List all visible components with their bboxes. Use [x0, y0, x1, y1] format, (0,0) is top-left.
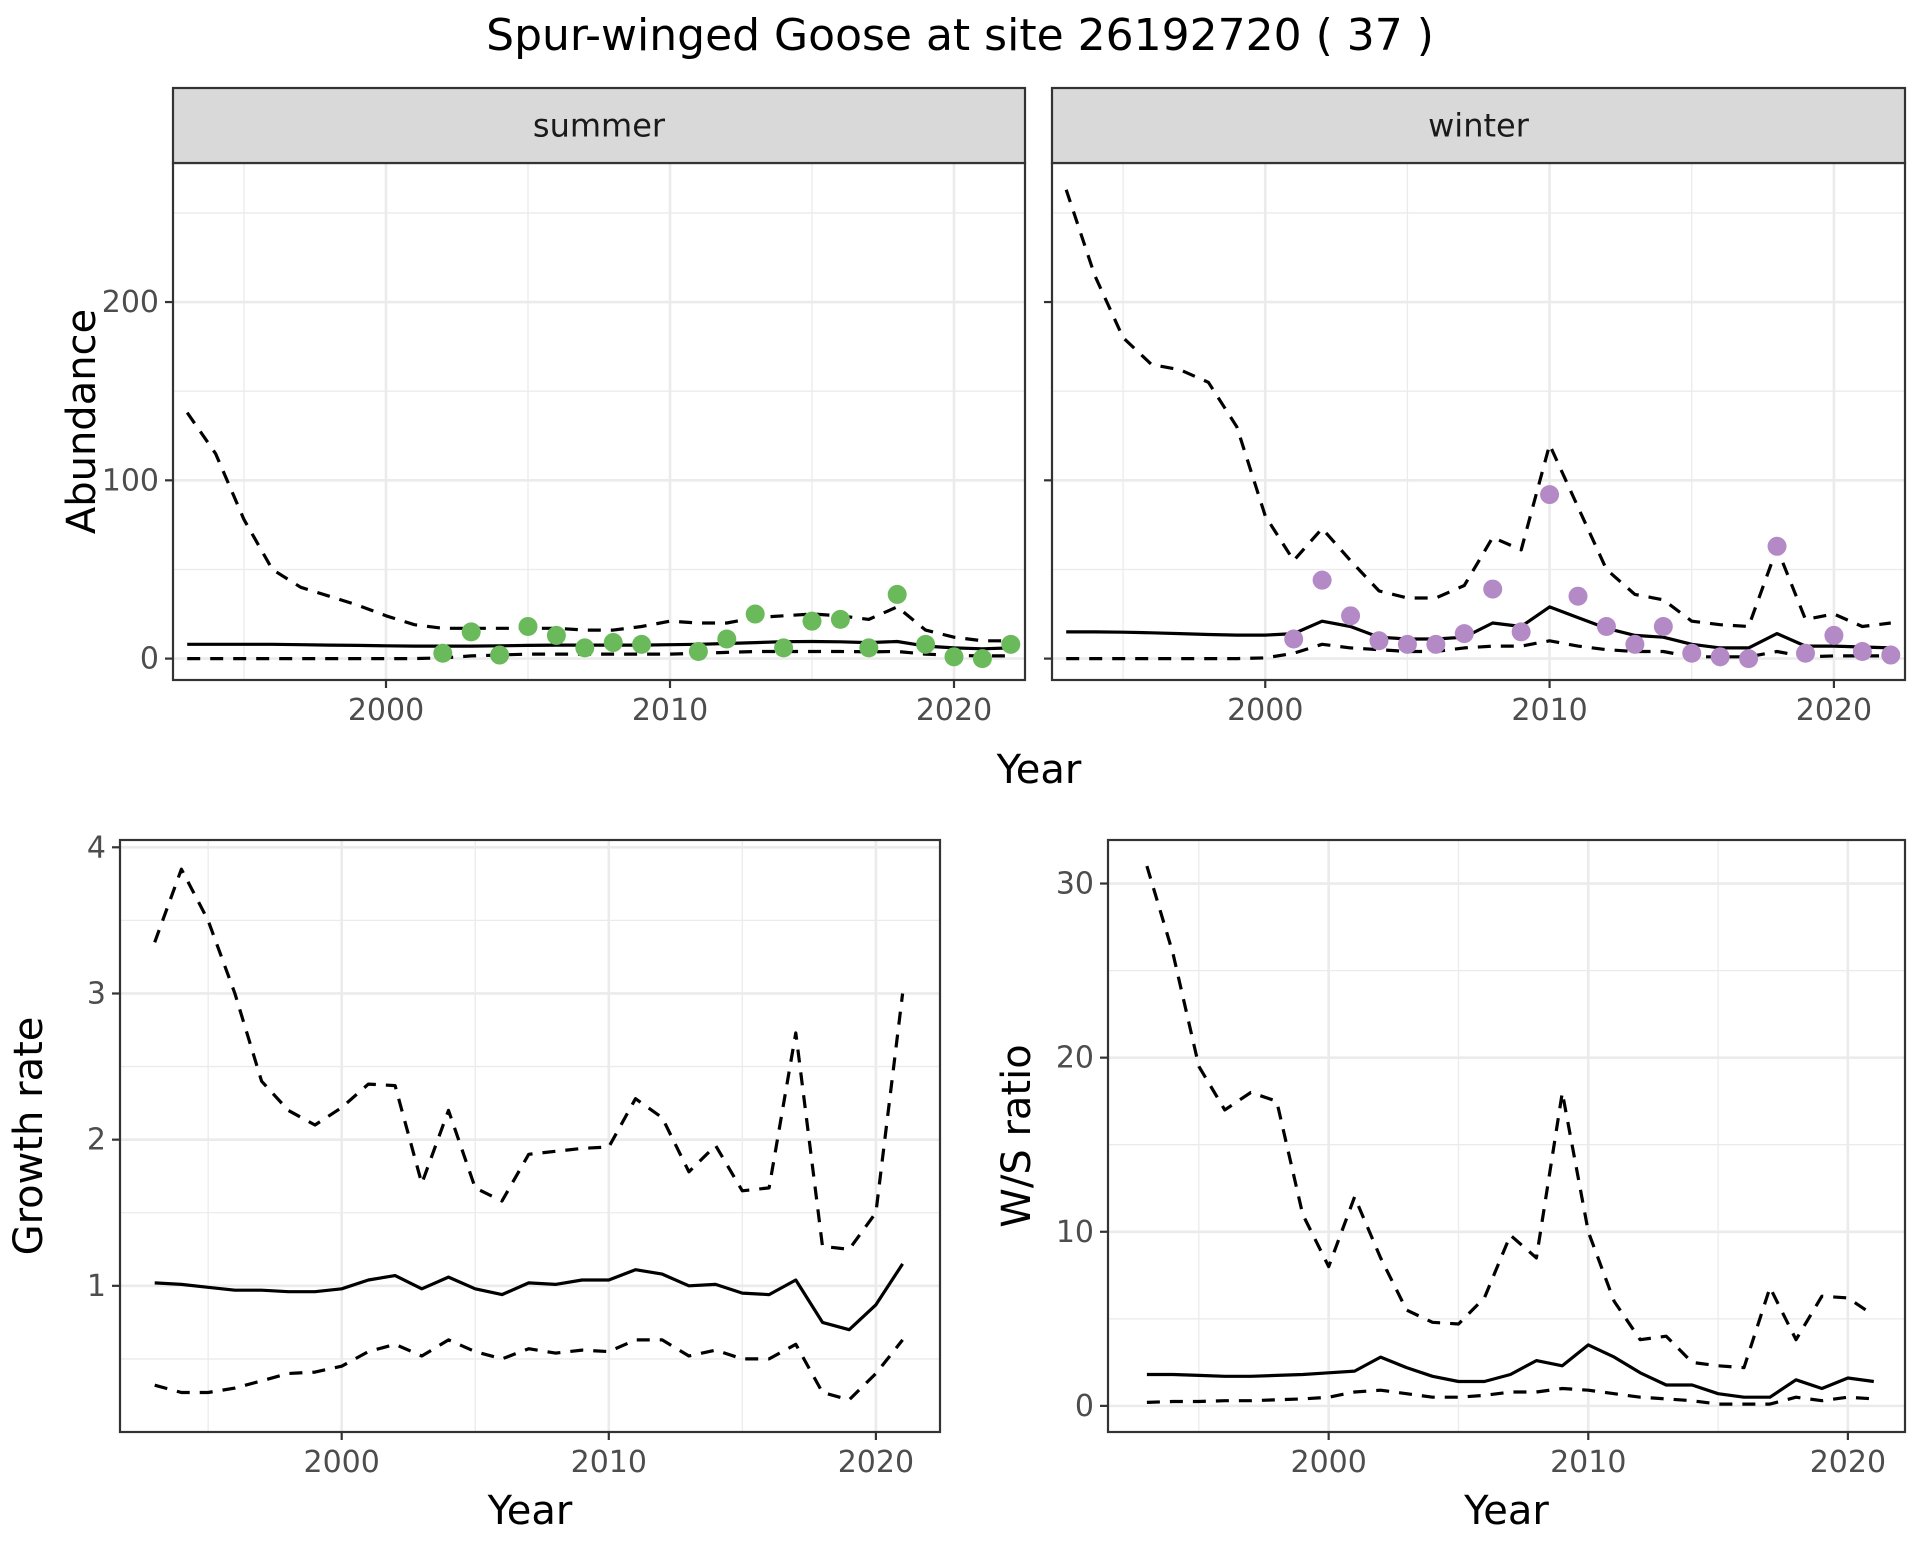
- data-point: [1568, 586, 1588, 606]
- data-point: [433, 643, 453, 663]
- x-tick-label: 2000: [1290, 1445, 1366, 1480]
- data-point: [830, 609, 850, 629]
- data-point: [688, 641, 708, 661]
- panel-winter: winter 2000 2010 2020: [1044, 86, 1907, 728]
- data-point: [1625, 634, 1645, 654]
- series-line-lower: [154, 1338, 904, 1402]
- series-line-upper: [185, 411, 1011, 643]
- series-line-upper: [153, 867, 905, 1251]
- panel-border: [1106, 838, 1907, 1434]
- strip-background: [1050, 86, 1907, 165]
- series-line-mean: [154, 1263, 904, 1332]
- strip-label: summer: [533, 107, 666, 145]
- x-tick-label: 2000: [304, 1445, 380, 1480]
- series-line-mean: [1066, 605, 1891, 650]
- x-tick-label: 2010: [1550, 1445, 1626, 1480]
- y-axis-title: Growth rate: [6, 1017, 52, 1256]
- series-line-mean: [187, 639, 1011, 651]
- x-tick-label: 2020: [838, 1445, 914, 1480]
- data-point: [1540, 485, 1560, 505]
- data-point: [1511, 622, 1531, 642]
- data-point: [1596, 617, 1616, 637]
- x-axis-title: Year: [487, 1488, 573, 1534]
- y-axis-title: W/S ratio: [994, 1044, 1040, 1227]
- data-point: [1852, 641, 1872, 661]
- data-point: [944, 647, 964, 667]
- panel-ratio: 2000 2010 2020 0 10 20 30 W/S ratio Year: [994, 838, 1907, 1534]
- data-point: [1284, 629, 1304, 649]
- data-point: [1426, 634, 1446, 654]
- data-point: [1483, 579, 1503, 599]
- y-tick-label: 100: [102, 463, 159, 498]
- y-tick-label: 10: [1056, 1215, 1094, 1250]
- x-tick-label: 2000: [1227, 693, 1303, 728]
- data-point: [490, 645, 510, 665]
- data-point: [1795, 643, 1815, 663]
- y-axis-title: Abundance: [59, 309, 105, 534]
- x-tick-label: 2020: [1796, 693, 1872, 728]
- panel-growth: 2000 2010 2020 1 2 3 4 Growth rate Year: [6, 830, 942, 1534]
- y-tick-label: 4: [87, 830, 106, 865]
- data-point: [972, 649, 992, 669]
- data-point: [1454, 624, 1474, 644]
- x-tick-label: 2020: [916, 693, 992, 728]
- strip-label: winter: [1428, 107, 1530, 145]
- x-tick-label: 2010: [1511, 693, 1587, 728]
- data-point: [717, 629, 737, 649]
- y-tick-label: 0: [140, 642, 159, 677]
- data-point: [1767, 536, 1787, 556]
- y-tick-label: 2: [87, 1123, 106, 1158]
- series-line-upper: [1145, 865, 1875, 1370]
- y-tick-label: 200: [102, 285, 159, 320]
- data-point: [461, 622, 481, 642]
- panel-border: [118, 838, 942, 1434]
- data-point: [518, 617, 538, 637]
- data-point: [1881, 645, 1901, 665]
- data-point: [1653, 617, 1673, 637]
- x-tick-label: 2020: [1810, 1445, 1886, 1480]
- x-tick-label: 2010: [571, 1445, 647, 1480]
- series-line-lower: [1066, 639, 1891, 661]
- data-point: [1682, 643, 1702, 663]
- data-point: [546, 625, 566, 645]
- panel-border: [1050, 161, 1907, 682]
- x-tick-label: 2010: [632, 693, 708, 728]
- data-point: [802, 611, 822, 631]
- series-line-upper: [1064, 189, 1891, 629]
- y-tick-label: 30: [1056, 867, 1094, 902]
- x-tick-label: 2000: [348, 693, 424, 728]
- y-tick-label: 20: [1056, 1041, 1094, 1076]
- data-point: [1341, 606, 1361, 626]
- data-point: [603, 633, 623, 653]
- x-axis-title: Year: [1463, 1488, 1549, 1534]
- series-line-mean: [1146, 1343, 1875, 1399]
- data-point: [1369, 631, 1389, 651]
- series-line-lower: [1146, 1386, 1874, 1406]
- data-point: [632, 634, 652, 654]
- data-point: [916, 634, 936, 654]
- y-tick-label: 3: [87, 976, 106, 1011]
- data-point: [745, 604, 765, 624]
- y-tick-label: 0: [1075, 1389, 1094, 1424]
- strip-background: [171, 86, 1027, 165]
- data-point: [887, 584, 907, 604]
- data-point: [859, 638, 879, 658]
- data-point: [1397, 634, 1417, 654]
- data-point: [1824, 625, 1844, 645]
- figure-title: Spur-winged Goose at site 26192720 ( 37 …: [486, 10, 1434, 61]
- data-point: [1312, 570, 1332, 590]
- y-tick-label: 1: [87, 1269, 106, 1304]
- data-point: [774, 638, 794, 658]
- data-point: [1710, 647, 1730, 667]
- data-point: [575, 638, 595, 658]
- data-point: [1739, 649, 1759, 669]
- data-point: [1001, 634, 1021, 654]
- top-row-x-axis-title: Year: [996, 747, 1082, 793]
